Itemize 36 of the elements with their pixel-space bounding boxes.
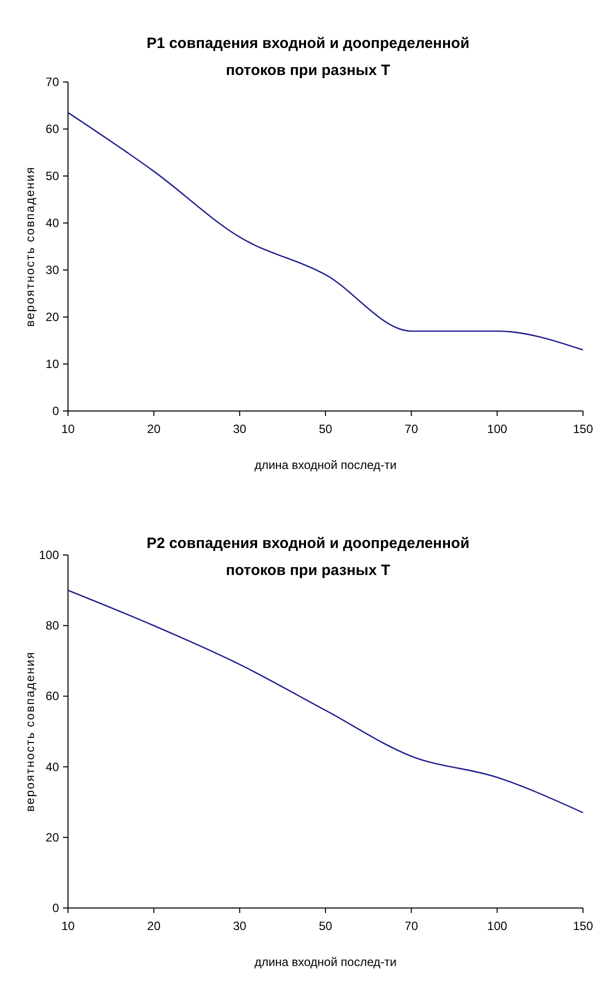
- y-tick-label: 50: [46, 169, 60, 183]
- y-tick-label: 80: [46, 618, 60, 633]
- x-axis-title: длина входной послед-ти: [254, 458, 397, 472]
- y-tick-label: 60: [46, 689, 60, 704]
- x-tick-label: 30: [232, 422, 247, 436]
- x-tick-label: 100: [487, 422, 508, 436]
- y-tick-label: 20: [46, 310, 60, 324]
- x-tick-label: 100: [487, 919, 508, 933]
- x-tick-label: 70: [404, 919, 418, 933]
- y-tick-label: 10: [46, 357, 60, 371]
- y-tick-label: 100: [38, 548, 60, 562]
- y-tick-label: 60: [46, 122, 60, 136]
- x-axis-title: длина входной послед-ти: [254, 955, 397, 969]
- y-tick-label: 20: [46, 830, 60, 844]
- x-tick-label: 50: [318, 919, 332, 933]
- x-tick-label: 20: [147, 919, 161, 933]
- y-tick-label: 40: [46, 760, 60, 774]
- x-tick-label: 150: [572, 919, 594, 933]
- y-tick-label: 0: [52, 404, 60, 418]
- x-tick-label: 50: [318, 422, 332, 436]
- chart-title: P1 совпадения входной и доопределенной потоков при разных T: [146, 35, 470, 79]
- y-axis-title: вероятность совпадения: [23, 166, 37, 327]
- y-axis-title: вероятность совпадения: [23, 651, 37, 812]
- x-tick-label: 10: [61, 919, 75, 933]
- x-tick-label: 10: [61, 422, 75, 436]
- y-tick-label: 0: [52, 901, 60, 915]
- line-series: [67, 590, 584, 814]
- x-tick-label: 70: [404, 422, 418, 436]
- x-tick-label: 20: [147, 422, 161, 436]
- x-tick-label: 150: [572, 422, 594, 436]
- x-tick-label: 30: [232, 919, 247, 933]
- y-tick-label: 40: [46, 216, 60, 230]
- y-tick-label: 30: [46, 263, 60, 277]
- chart-title: P2 совпадения входной и доопределенной потоков при разных T: [146, 535, 470, 579]
- y-tick-label: 70: [46, 75, 60, 89]
- line-series: [67, 112, 584, 351]
